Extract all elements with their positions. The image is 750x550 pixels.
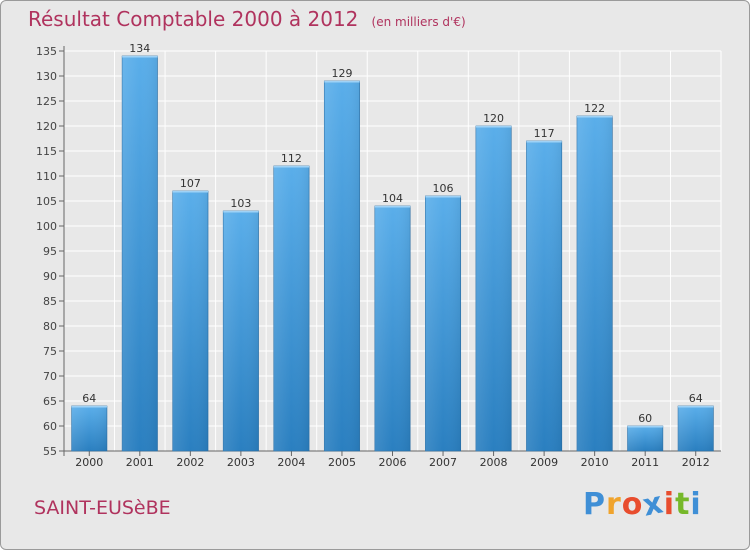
data-label: 112 bbox=[281, 152, 302, 165]
y-tick-label: 65 bbox=[43, 395, 57, 408]
bar-shine bbox=[122, 56, 158, 451]
x-tick-label: 2001 bbox=[126, 456, 154, 469]
commune-name: SAINT-EUSèBE bbox=[34, 497, 171, 519]
data-label: 134 bbox=[129, 42, 150, 55]
bar-shine bbox=[273, 166, 310, 451]
logo-letter: o bbox=[621, 487, 644, 522]
y-tick-label: 70 bbox=[43, 370, 57, 383]
bar-shine bbox=[172, 191, 209, 451]
y-tick-label: 80 bbox=[43, 320, 57, 333]
bar-shine bbox=[223, 211, 259, 451]
y-tick-label: 105 bbox=[36, 195, 57, 208]
bar-shine bbox=[576, 116, 613, 451]
logo-letter: r bbox=[606, 487, 622, 522]
x-tick-label: 2000 bbox=[75, 456, 103, 469]
x-tick-label: 2002 bbox=[176, 456, 204, 469]
chart-title: Résultat Comptable 2000 à 2012 bbox=[28, 7, 359, 31]
data-label: 103 bbox=[230, 197, 251, 210]
x-tick-label: 2008 bbox=[480, 456, 508, 469]
x-tick-label: 2009 bbox=[530, 456, 558, 469]
proxiti-logo: Proxiti bbox=[583, 485, 702, 523]
logo-letter: P bbox=[583, 487, 606, 522]
title-row: Résultat Comptable 2000 à 2012 (en milli… bbox=[28, 7, 466, 31]
bar-shine bbox=[526, 141, 562, 451]
x-tick-label: 2012 bbox=[682, 456, 710, 469]
bar-shine bbox=[374, 206, 411, 451]
data-label: 60 bbox=[638, 412, 652, 425]
x-tick-label: 2007 bbox=[429, 456, 457, 469]
y-tick-label: 60 bbox=[43, 420, 57, 433]
x-tick-label: 2011 bbox=[631, 456, 659, 469]
x-tick-label: 2003 bbox=[227, 456, 255, 469]
y-tick-label: 90 bbox=[43, 270, 57, 283]
y-tick-label: 115 bbox=[36, 145, 57, 158]
data-label: 104 bbox=[382, 192, 403, 205]
labels: 55 60 65 70 75 80 85 90 95 100 105 110 115 120 125 130 1… bbox=[36, 42, 710, 469]
logo-letter: i bbox=[663, 487, 676, 522]
logo-letter: t bbox=[675, 487, 691, 522]
bar-shine bbox=[678, 406, 714, 451]
y-tick-label: 130 bbox=[36, 70, 57, 83]
data-label: 107 bbox=[180, 177, 201, 190]
chart-subtitle: (en milliers d'€) bbox=[371, 15, 466, 29]
data-label: 64 bbox=[689, 392, 703, 405]
x-tick-label: 2005 bbox=[328, 456, 356, 469]
bar-shine bbox=[425, 196, 461, 451]
y-tick-label: 120 bbox=[36, 120, 57, 133]
y-tick-label: 75 bbox=[43, 345, 57, 358]
y-tick-label: 110 bbox=[36, 170, 57, 183]
data-label: 129 bbox=[331, 67, 352, 80]
data-label: 64 bbox=[82, 392, 96, 405]
bar-shine bbox=[324, 81, 360, 451]
x-tick-label: 2010 bbox=[581, 456, 609, 469]
bar-shine bbox=[627, 426, 663, 451]
logo-letter: i bbox=[690, 487, 702, 522]
data-label: 106 bbox=[433, 182, 454, 195]
x-tick-label: 2006 bbox=[379, 456, 407, 469]
data-label: 122 bbox=[584, 102, 605, 115]
y-tick-label: 55 bbox=[43, 445, 57, 458]
y-tick-label: 95 bbox=[43, 245, 57, 258]
bars bbox=[71, 55, 714, 452]
bar-shine bbox=[71, 406, 107, 451]
y-tick-label: 135 bbox=[36, 45, 57, 58]
data-label: 117 bbox=[534, 127, 555, 140]
bar-shine bbox=[475, 126, 512, 451]
x-tick-label: 2004 bbox=[277, 456, 305, 469]
y-tick-label: 125 bbox=[36, 95, 57, 108]
y-tick-label: 100 bbox=[36, 220, 57, 233]
data-label: 120 bbox=[483, 112, 504, 125]
y-tick-label: 85 bbox=[43, 295, 57, 308]
